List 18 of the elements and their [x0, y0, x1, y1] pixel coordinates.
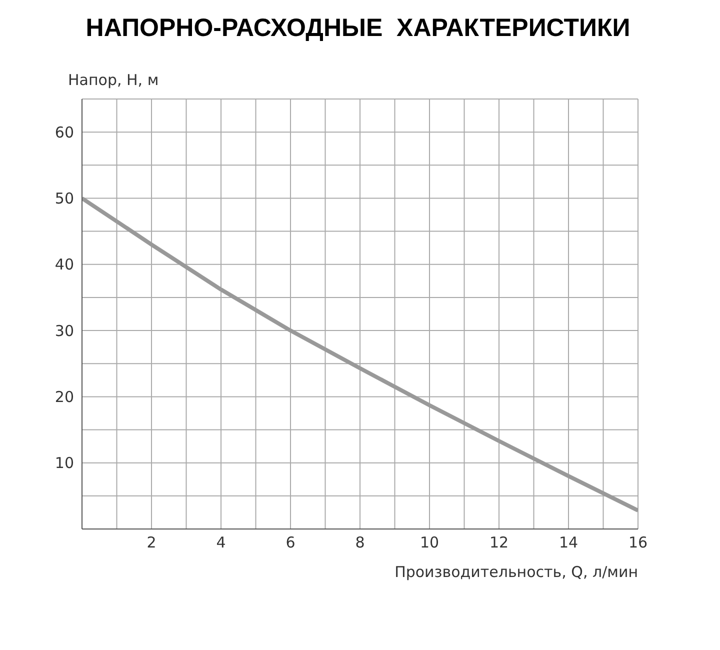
x-tick-label: 14 — [558, 534, 578, 552]
x-tick-label: 4 — [216, 534, 226, 552]
y-tick-label: 20 — [54, 388, 74, 406]
line-series — [82, 196, 638, 512]
x-axis-title: Производительность, Q, л/мин — [394, 563, 638, 581]
y-tick-label: 10 — [54, 454, 74, 472]
x-tick-label: 6 — [286, 534, 296, 552]
y-axis-title: Напор, Н, м — [68, 71, 160, 89]
x-tick-label: 12 — [489, 534, 509, 552]
x-tick-label: 8 — [355, 534, 365, 552]
x-tick-label: 16 — [628, 534, 648, 552]
y-tick-label: 40 — [54, 256, 74, 274]
x-tick-label: 10 — [420, 534, 440, 552]
y-tick-label: 30 — [54, 322, 74, 340]
x-tick-label: 2 — [146, 534, 156, 552]
chart-title: НАПОРНО-РАСХОДНЫЕ ХАРАКТЕРИСТИКИ — [84, 14, 632, 43]
y-tick-label: 50 — [54, 190, 74, 208]
y-tick-label: 60 — [54, 123, 74, 142]
